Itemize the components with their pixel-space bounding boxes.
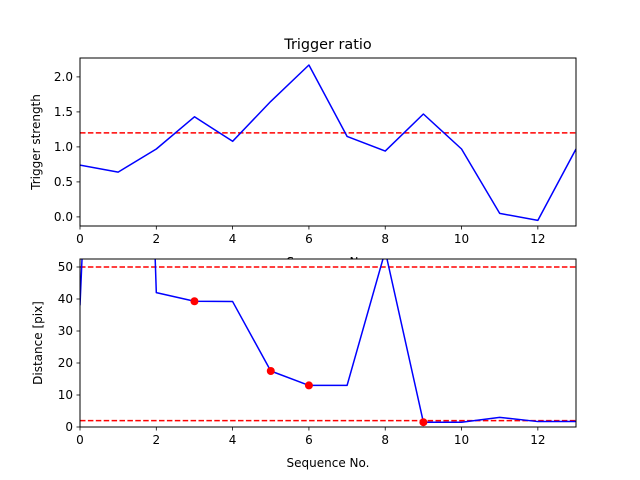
top-plot-area: 0 2 4 6 8 10 12 0.0 0.5 1.0 1.5 2.0 xyxy=(54,57,577,246)
bottom-y-tick-label-4: 40 xyxy=(58,292,73,306)
bottom-x-axis-label: Sequence No. xyxy=(287,456,370,470)
top-chart-title: Trigger ratio xyxy=(283,37,372,53)
bottom-y-tick-label-0: 0 xyxy=(65,420,73,434)
bottom-data-point-0 xyxy=(190,297,199,306)
bottom-plot-background xyxy=(80,259,576,427)
bottom-x-tick-label-0: 0 xyxy=(76,433,84,447)
bottom-y-axis-label: Distance [pix] xyxy=(31,301,45,385)
top-series-line-0 xyxy=(80,64,576,222)
top-x-tick-label-2: 4 xyxy=(229,232,237,246)
bottom-x-tick-label-6: 12 xyxy=(530,433,545,447)
bottom-x-tick-label-5: 10 xyxy=(454,433,469,447)
top-x-tick-label-4: 8 xyxy=(381,232,389,246)
bottom-subplot: Distance [pix] Sequence No. 0 2 4 6 8 10 12 0 10… xyxy=(31,258,577,470)
bottom-x-tick-label-3: 6 xyxy=(305,433,313,447)
top-x-tick-label-1: 2 xyxy=(152,232,160,246)
bottom-plot-contents xyxy=(80,259,576,427)
bottom-data-point-3 xyxy=(419,418,428,427)
top-y-tick-label-4: 2.0 xyxy=(54,70,73,84)
bottom-y-tick-label-2: 20 xyxy=(58,356,73,370)
bottom-y-tick-label-1: 10 xyxy=(58,388,73,402)
top-y-tick-label-3: 1.5 xyxy=(54,105,73,119)
bottom-x-tick-label-2: 4 xyxy=(229,433,237,447)
top-y-axis-label: Trigger strength xyxy=(29,94,43,191)
top-axes-frame xyxy=(79,57,577,227)
top-plot-contents xyxy=(80,64,576,222)
bottom-y-tick-label-3: 30 xyxy=(58,324,73,338)
bottom-plot-area: 0 2 4 6 8 10 12 0 10 20 30 40 50 xyxy=(58,258,577,447)
top-y-tick-label-1: 0.5 xyxy=(54,175,73,189)
bottom-data-point-2 xyxy=(304,381,313,390)
top-y-tick-label-2: 1.0 xyxy=(54,140,73,154)
top-x-tick-label-3: 6 xyxy=(305,232,313,246)
bottom-x-tick-label-1: 2 xyxy=(152,433,160,447)
top-x-tick-label-0: 0 xyxy=(76,232,84,246)
bottom-y-tick-label-5: 50 xyxy=(58,260,73,274)
top-subplot: Trigger ratio Trigger strength Sequence … xyxy=(29,37,577,269)
bottom-data-point-1 xyxy=(266,367,275,375)
top-x-tick-label-5: 10 xyxy=(454,232,469,246)
bottom-axes-frame xyxy=(79,258,577,428)
top-x-tick-label-6: 12 xyxy=(530,232,545,246)
top-y-tick-label-0: 0.0 xyxy=(54,210,73,224)
bottom-x-tick-label-4: 8 xyxy=(381,433,389,447)
